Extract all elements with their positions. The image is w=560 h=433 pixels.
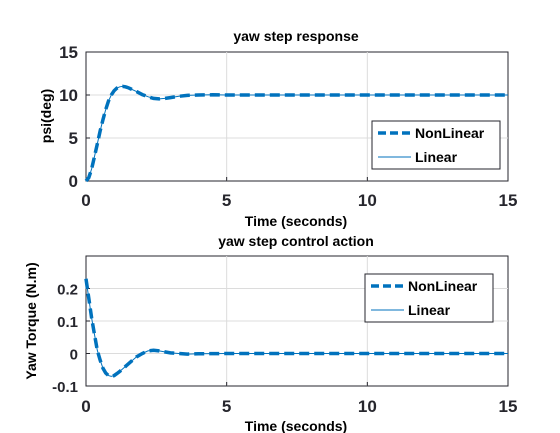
y-axis-label: Yaw Torque (N.m) xyxy=(23,262,39,379)
x-axis-label: Time (seconds) xyxy=(245,418,347,433)
legend-label-linear: Linear xyxy=(408,302,451,318)
y-tick-label: -0.1 xyxy=(52,379,78,396)
y-axis-label: psi(deg) xyxy=(38,89,54,143)
y-tick-label: 0.2 xyxy=(57,282,78,299)
yaw-step-response-chart: yaw step response 0 5 10 15 0 5 10 15 Time (sec… xyxy=(38,28,517,229)
legend-label-linear: Linear xyxy=(415,149,458,165)
legend-label-nonlinear: NonLinear xyxy=(415,125,485,141)
y-tick-label: 10 xyxy=(59,86,78,105)
x-tick-label: 15 xyxy=(499,191,518,210)
x-tick-label: 0 xyxy=(81,397,90,416)
y-tick-label: 0 xyxy=(69,172,78,191)
legend: NonLinear Linear xyxy=(372,121,500,169)
chart-title: yaw step response xyxy=(233,28,358,44)
legend-label-nonlinear: NonLinear xyxy=(408,278,478,294)
x-tick-label: 5 xyxy=(222,397,231,416)
y-tick-label: 5 xyxy=(69,129,78,148)
x-tick-label: 15 xyxy=(499,397,518,416)
x-tick-label: 0 xyxy=(81,191,90,210)
y-tick-label: 0 xyxy=(70,347,78,364)
chart-title: yaw step control action xyxy=(218,233,374,249)
x-tick-label: 10 xyxy=(358,191,377,210)
x-tick-label: 10 xyxy=(358,397,377,416)
legend: NonLinear Linear xyxy=(365,274,493,322)
y-tick-label: 0.1 xyxy=(57,314,78,331)
yaw-step-control-action-chart: yaw step control action 0 5 10 15-0.100.10.… xyxy=(23,233,517,433)
y-tick-label: 15 xyxy=(59,43,78,62)
x-tick-label: 5 xyxy=(222,191,231,210)
x-axis-label: Time (seconds) xyxy=(245,213,347,229)
